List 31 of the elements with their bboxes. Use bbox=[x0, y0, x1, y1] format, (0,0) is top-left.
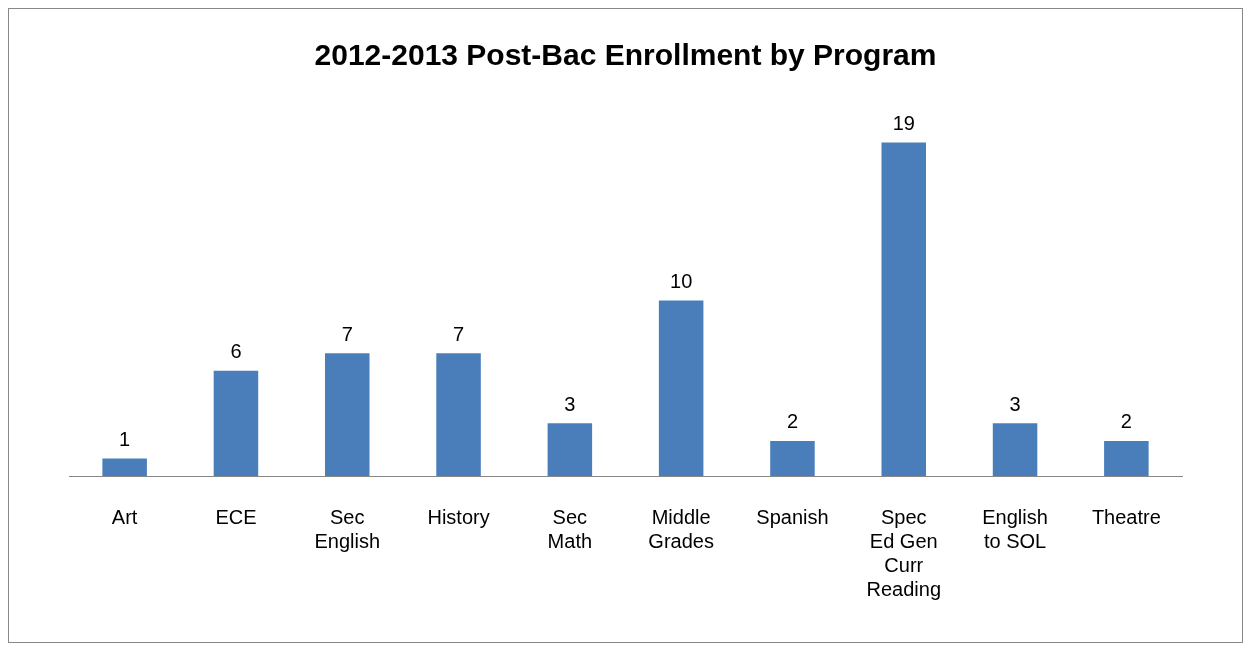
bar bbox=[102, 458, 147, 476]
data-label: 19 bbox=[892, 112, 915, 135]
data-label: 3 bbox=[564, 392, 576, 415]
data-label: 2 bbox=[1120, 410, 1132, 433]
chart-title: 2012-2013 Post-Bac Enrollment by Program bbox=[314, 38, 937, 72]
x-tick-label: History bbox=[427, 505, 490, 528]
x-tick-label: ECE bbox=[215, 505, 257, 528]
bar bbox=[881, 142, 927, 476]
bar bbox=[213, 370, 259, 476]
data-label: 7 bbox=[341, 322, 353, 345]
bar bbox=[1104, 440, 1149, 476]
bar bbox=[658, 300, 704, 476]
bar bbox=[436, 353, 481, 476]
x-tick-label: Art bbox=[111, 505, 138, 528]
bar bbox=[992, 423, 1038, 476]
x-tick-label: Sec Math bbox=[547, 505, 593, 552]
data-label: 6 bbox=[230, 340, 242, 363]
bar bbox=[770, 440, 815, 476]
data-label: 1 bbox=[119, 427, 131, 450]
data-label: 2 bbox=[786, 410, 799, 433]
bar bbox=[547, 423, 593, 476]
x-tick-label: Middle Grades bbox=[648, 505, 714, 552]
x-tick-label: Sec English bbox=[314, 505, 381, 552]
x-tick-label: English to SOL bbox=[982, 505, 1048, 552]
data-label: 7 bbox=[452, 322, 465, 345]
x-tick-label: Spanish bbox=[756, 505, 829, 528]
x-tick-label: Spec Ed Gen Curr Reading bbox=[866, 505, 942, 600]
x-tick-label: Theatre bbox=[1091, 505, 1161, 528]
data-label: 3 bbox=[1009, 392, 1021, 415]
data-label: 10 bbox=[670, 270, 693, 293]
bar bbox=[324, 353, 370, 476]
